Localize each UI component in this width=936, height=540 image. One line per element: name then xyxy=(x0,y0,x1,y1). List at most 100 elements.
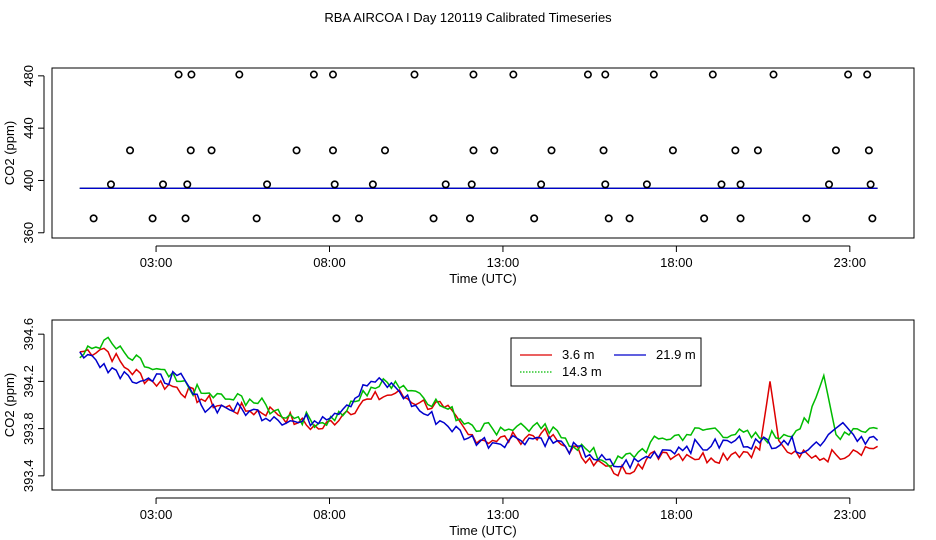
y-tick-label: 393.8 xyxy=(21,412,36,445)
x-tick-label: 13:00 xyxy=(487,507,520,522)
legend-box xyxy=(510,337,702,387)
y-tick-label: 400 xyxy=(21,170,36,192)
data-point xyxy=(368,180,377,189)
data-point xyxy=(537,180,546,189)
data-point xyxy=(309,70,318,79)
data-point xyxy=(429,214,438,223)
data-point xyxy=(601,70,610,79)
y-tick-label: 480 xyxy=(21,65,36,87)
data-point xyxy=(292,146,301,155)
data-point xyxy=(235,70,244,79)
x-tick-label: 18:00 xyxy=(660,255,693,270)
top-y-axis-label: CO2 (ppm) xyxy=(2,121,17,185)
data-point xyxy=(649,70,658,79)
data-point xyxy=(252,214,261,223)
data-point xyxy=(509,70,518,79)
bottom-plot-frame xyxy=(51,319,915,491)
data-point xyxy=(844,70,853,79)
data-point xyxy=(731,146,740,155)
x-tick-label: 18:00 xyxy=(660,507,693,522)
y-tick-label: 394.6 xyxy=(21,318,36,351)
x-tick-label: 03:00 xyxy=(140,255,173,270)
series-line-14-3-m xyxy=(79,336,878,468)
x-tick-label: 23:00 xyxy=(834,507,867,522)
top-axes: 03:00 08:00 13:00 18:00 23:00 360 400 440 480 xyxy=(21,65,866,270)
data-point xyxy=(736,214,745,223)
top-x-axis-label: Time (UTC) xyxy=(449,271,516,286)
y-tick-label: 393.4 xyxy=(21,460,36,493)
data-point xyxy=(354,214,363,223)
data-point xyxy=(159,180,168,189)
legend: 3.6 m 21.9 m 14.3 m xyxy=(510,337,702,387)
data-point xyxy=(465,214,474,223)
data-point xyxy=(866,180,875,189)
data-point xyxy=(410,70,419,79)
data-point xyxy=(717,180,726,189)
data-point xyxy=(181,214,190,223)
data-point xyxy=(263,180,272,189)
data-point xyxy=(642,180,651,189)
data-point xyxy=(604,214,613,223)
x-tick-label: 03:00 xyxy=(140,507,173,522)
data-point xyxy=(625,214,634,223)
data-point xyxy=(547,146,556,155)
x-tick-label: 23:00 xyxy=(834,255,867,270)
data-point xyxy=(89,214,98,223)
data-point xyxy=(187,70,196,79)
data-point xyxy=(332,214,341,223)
data-point xyxy=(207,146,216,155)
data-point xyxy=(599,146,608,155)
top-panel: 03:00 08:00 13:00 18:00 23:00 360 400 440 480 Ti… xyxy=(2,65,915,286)
x-tick-label: 08:00 xyxy=(313,255,346,270)
data-point xyxy=(825,180,834,189)
data-point xyxy=(831,146,840,155)
bottom-y-axis-label: CO2 (ppm) xyxy=(2,373,17,437)
data-point xyxy=(469,146,478,155)
bottom-series-lines xyxy=(79,336,879,477)
data-point xyxy=(700,214,709,223)
data-point xyxy=(126,146,135,155)
top-circle-points xyxy=(89,70,877,223)
legend-label-21-9m: 21.9 m xyxy=(656,347,696,362)
data-point xyxy=(863,70,872,79)
data-point xyxy=(753,146,762,155)
data-point xyxy=(328,146,337,155)
top-plot-frame xyxy=(51,67,915,239)
data-point xyxy=(490,146,499,155)
data-point xyxy=(148,214,157,223)
data-point xyxy=(736,180,745,189)
x-tick-label: 13:00 xyxy=(487,255,520,270)
data-point xyxy=(106,180,115,189)
data-point xyxy=(802,214,811,223)
data-point xyxy=(469,70,478,79)
data-point xyxy=(186,146,195,155)
y-tick-label: 394.2 xyxy=(21,365,36,398)
data-point xyxy=(583,70,592,79)
data-point xyxy=(441,180,450,189)
data-point xyxy=(467,180,476,189)
data-point xyxy=(381,146,390,155)
data-point xyxy=(330,180,339,189)
data-point xyxy=(183,180,192,189)
bottom-axes: 03:00 08:00 13:00 18:00 23:00 393.4 393.8 394.2… xyxy=(21,318,866,522)
y-tick-label: 440 xyxy=(21,117,36,139)
data-point xyxy=(668,146,677,155)
y-tick-label: 360 xyxy=(21,222,36,244)
x-tick-label: 08:00 xyxy=(313,507,346,522)
bottom-x-axis-label: Time (UTC) xyxy=(449,523,516,538)
legend-label-14-3m: 14.3 m xyxy=(562,364,602,379)
data-point xyxy=(530,214,539,223)
data-point xyxy=(708,70,717,79)
chart-title: RBA AIRCOA I Day 120119 Calibrated Times… xyxy=(324,10,612,25)
data-point xyxy=(601,180,610,189)
data-point xyxy=(769,70,778,79)
data-point xyxy=(174,70,183,79)
series-line-3-6-m xyxy=(79,347,878,477)
legend-label-3-6m: 3.6 m xyxy=(562,347,595,362)
series-line-21-9-m xyxy=(79,351,879,470)
data-point xyxy=(868,214,877,223)
bottom-panel: 03:00 08:00 13:00 18:00 23:00 393.4 393.8 394.2… xyxy=(2,318,915,538)
data-point xyxy=(864,146,873,155)
data-point xyxy=(328,70,337,79)
